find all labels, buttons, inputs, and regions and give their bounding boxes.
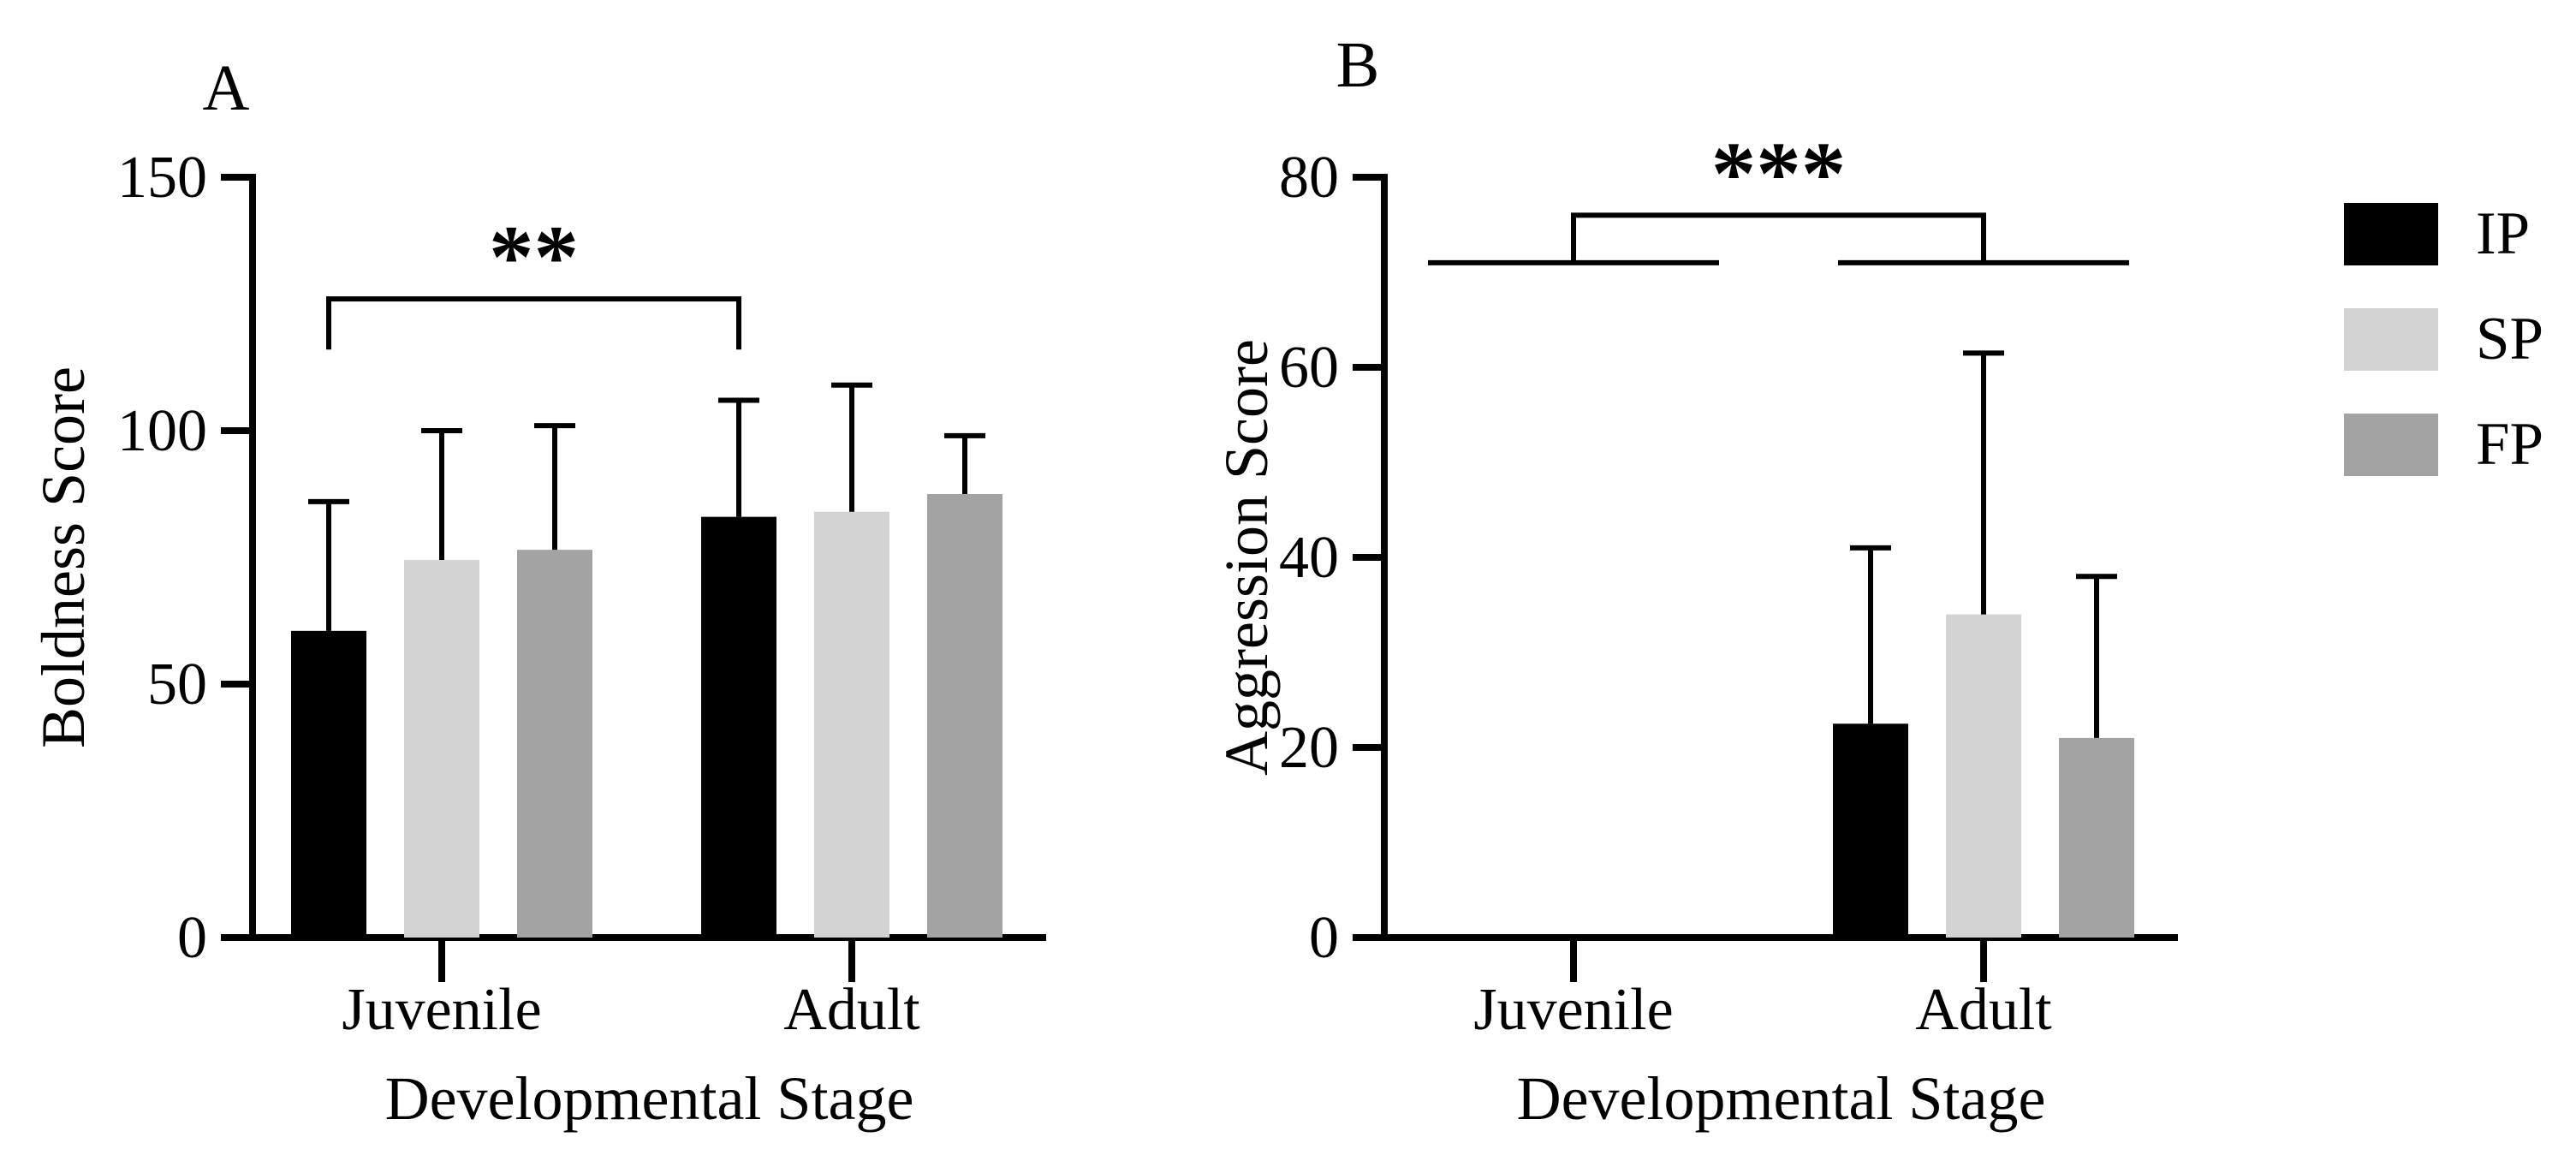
x-axis-title-a: Developmental Stage xyxy=(385,1064,914,1133)
significance-bracket-a xyxy=(326,296,741,350)
y-tick-label-0: 0 xyxy=(1309,905,1339,971)
bar-juvenile-fp xyxy=(517,550,592,938)
legend-item-sp: SP xyxy=(2344,308,2543,371)
y-axis-title-boldness-score: Boldness Score xyxy=(29,366,98,748)
legend-label-ip: IP xyxy=(2476,200,2531,267)
panel-label-a: A xyxy=(203,52,250,124)
significance-label-a: ** xyxy=(489,206,579,307)
y-tick-label-60: 60 xyxy=(1279,335,1339,401)
legend-label-fp: FP xyxy=(2476,411,2543,478)
bar-juvenile-sp xyxy=(404,559,479,938)
y-tick-label-20: 20 xyxy=(1279,715,1339,781)
x-tick-label-adult: Adult xyxy=(1915,977,2052,1043)
y-axis-title-aggression-score: Aggression Score xyxy=(1212,339,1281,776)
bar-juvenile-ip xyxy=(291,630,366,938)
legend-label-sp: SP xyxy=(2476,306,2543,372)
significance-label-b: *** xyxy=(1711,122,1847,223)
bar-adult-fp xyxy=(2059,737,2134,938)
x-tick-label-juvenile: Juvenile xyxy=(342,977,541,1043)
significance-bracket-b xyxy=(1571,212,1986,263)
legend-swatch-sp xyxy=(2344,308,2438,371)
legend-item-ip: IP xyxy=(2344,203,2543,265)
bar-adult-ip xyxy=(701,516,776,938)
panel-label-b: B xyxy=(1336,29,1380,101)
y-tick-label-80: 80 xyxy=(1279,145,1339,211)
legend: IP SP FP xyxy=(2344,203,2543,476)
bar-adult-ip xyxy=(1833,723,1908,938)
bar-adult-fp xyxy=(927,494,1002,938)
y-tick-label-100: 100 xyxy=(117,398,207,464)
bar-adult-sp xyxy=(1946,614,2021,938)
x-tick-label-adult: Adult xyxy=(783,977,920,1043)
bar-adult-sp xyxy=(814,511,889,938)
x-tick-label-juvenile: Juvenile xyxy=(1473,977,1673,1043)
legend-swatch-ip xyxy=(2344,203,2438,265)
y-tick-label-50: 50 xyxy=(147,652,207,717)
legend-swatch-fp xyxy=(2344,414,2438,476)
y-tick-label-150: 150 xyxy=(117,145,207,211)
x-axis-title-b: Developmental Stage xyxy=(1517,1064,2046,1133)
y-tick-label-0: 0 xyxy=(177,905,207,971)
legend-item-fp: FP xyxy=(2344,414,2543,476)
y-tick-label-40: 40 xyxy=(1279,525,1339,591)
